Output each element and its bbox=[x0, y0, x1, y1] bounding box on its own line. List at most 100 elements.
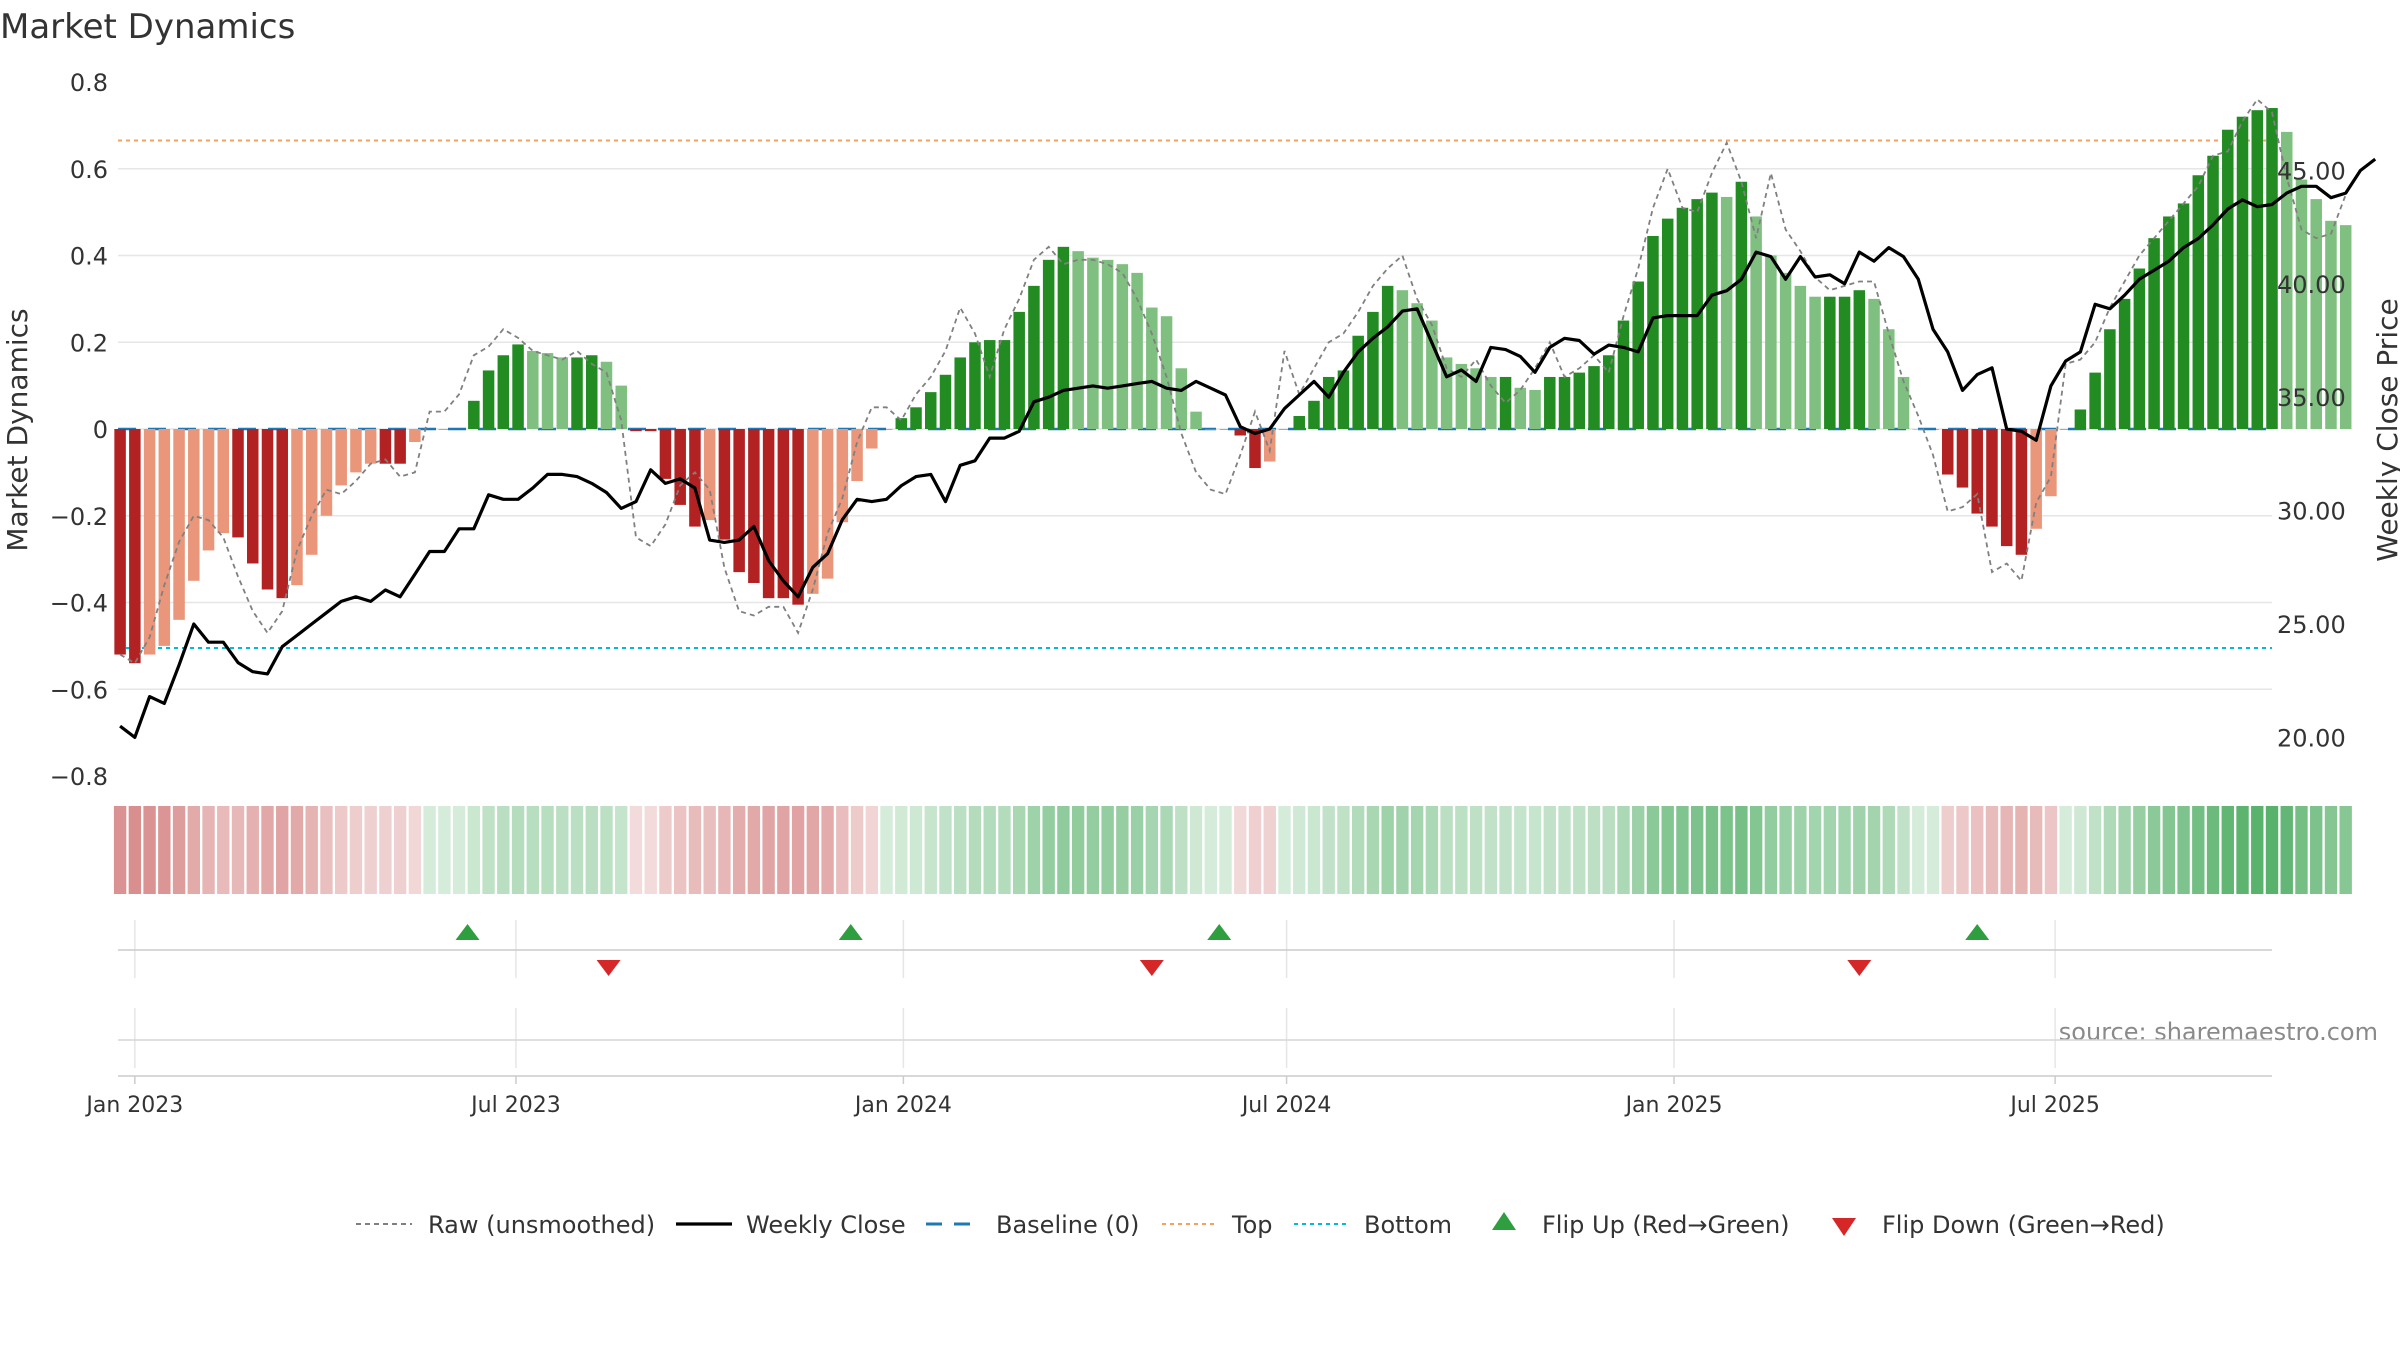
legend: Raw (unsmoothed) Weekly Close Baseline (0)… bbox=[356, 1211, 2165, 1239]
heat-strip-cell bbox=[570, 806, 584, 894]
dynamics-bar bbox=[762, 429, 775, 599]
dynamics-bar bbox=[202, 429, 215, 551]
dynamics-bar bbox=[217, 429, 230, 534]
heat-strip-cell bbox=[1381, 806, 1394, 894]
heat-strip-cell bbox=[1808, 806, 1822, 894]
dynamics-bar bbox=[615, 385, 627, 429]
heat-strip-cell bbox=[2074, 806, 2087, 894]
dynamics-bar bbox=[1706, 192, 1718, 429]
dynamics-bar bbox=[2295, 179, 2308, 429]
dynamics-bar bbox=[2133, 268, 2146, 429]
heat-strip-cell bbox=[1071, 806, 1085, 894]
heat-strip-cell bbox=[1366, 806, 1380, 894]
dynamics-bar bbox=[1146, 307, 1158, 429]
heat-strip-cell bbox=[335, 806, 348, 894]
dynamics-bar bbox=[527, 350, 539, 429]
heat-strip-cell bbox=[1528, 806, 1542, 894]
dynamics-bar bbox=[2030, 429, 2042, 529]
heat-strip-cell bbox=[2280, 806, 2293, 894]
heat-strip-cell bbox=[2206, 806, 2220, 894]
dynamics-bar bbox=[364, 429, 377, 464]
dynamics-bar bbox=[2207, 155, 2219, 430]
heat-strip-cell bbox=[1499, 806, 1512, 894]
x-axis-ticks: Jan 2023 Jul 2023 Jan 2024 Jul 2024 Jan 2025… bbox=[84, 1076, 2100, 1118]
heat-strip-cell bbox=[1057, 806, 1070, 894]
y-tick-label: −0.8 bbox=[50, 763, 108, 791]
flip-down-marker bbox=[596, 960, 621, 976]
heat-strip-cell bbox=[1410, 806, 1424, 894]
dynamics-bar bbox=[482, 370, 495, 429]
dynamics-bar bbox=[1912, 429, 1925, 430]
dynamics-bar bbox=[1941, 429, 1954, 475]
dynamics-bar bbox=[644, 429, 657, 432]
flip-markers-panel bbox=[118, 920, 2272, 978]
dynamics-bar bbox=[1588, 366, 1600, 429]
flip-up-marker bbox=[838, 924, 863, 940]
legend-label: Raw (unsmoothed) bbox=[428, 1211, 655, 1239]
dynamics-bar bbox=[748, 429, 760, 583]
y-tick-label: 0.2 bbox=[70, 329, 108, 357]
dynamics-bar bbox=[925, 392, 937, 429]
flip-up-marker bbox=[455, 924, 480, 940]
dynamics-bar bbox=[350, 429, 362, 473]
heat-strip-cell bbox=[1145, 806, 1159, 894]
heat-strip-cell bbox=[1012, 806, 1026, 894]
flip-up-marker bbox=[1965, 924, 1990, 940]
x-tick-label: Jul 2024 bbox=[1240, 1093, 1332, 1118]
raw-series bbox=[119, 98, 2347, 665]
y2-axis-ticks: 20.00 25.00 30.00 35.00 40.00 45.00 bbox=[2277, 157, 2346, 752]
dynamics-bar bbox=[1750, 216, 1762, 429]
dynamics-bar bbox=[1072, 251, 1084, 429]
x-tick-label: Jul 2023 bbox=[469, 1093, 561, 1118]
heat-strip-cell bbox=[290, 806, 304, 894]
heat-strip-cell bbox=[673, 806, 687, 894]
heat-strip-cell bbox=[1425, 806, 1439, 894]
dynamics-bar bbox=[1868, 298, 1880, 429]
heat-strip-cell bbox=[821, 806, 834, 894]
dynamics-bar bbox=[2000, 429, 2013, 547]
heat-strip-cell bbox=[246, 806, 259, 894]
heat-strip-cell bbox=[423, 806, 436, 894]
heat-strip-cell bbox=[467, 806, 481, 894]
dynamics-bar bbox=[394, 429, 406, 464]
heat-strip-cell bbox=[1042, 806, 1055, 894]
dynamics-bar bbox=[733, 429, 745, 573]
dynamics-bar bbox=[1824, 296, 1836, 429]
heat-strip-cell bbox=[1396, 806, 1409, 894]
heat-strip-cell bbox=[217, 806, 230, 894]
heat-strip-cell bbox=[1514, 806, 1527, 894]
dynamics-bar bbox=[1617, 320, 1630, 429]
dynamics-bar bbox=[438, 429, 451, 430]
heat-strip-cell bbox=[1735, 806, 1748, 894]
flip-up-marker bbox=[1207, 924, 1232, 940]
dynamics-bar bbox=[1160, 316, 1173, 429]
dynamics-bar bbox=[880, 429, 893, 430]
heat-strip-cell bbox=[1823, 806, 1837, 894]
dynamics-bar bbox=[1676, 207, 1689, 429]
y2-tick-label: 20.00 bbox=[2277, 724, 2346, 752]
heat-strip-cell bbox=[806, 806, 820, 894]
heat-strip-cell bbox=[2221, 806, 2234, 894]
heat-strip-cell bbox=[1587, 806, 1601, 894]
dynamics-bar bbox=[335, 429, 347, 486]
heat-strip-cell bbox=[1322, 806, 1335, 894]
heat-strip-cell bbox=[1617, 806, 1630, 894]
heat-strip-cell bbox=[865, 806, 878, 894]
heat-strip-cell bbox=[1160, 806, 1173, 894]
heat-strip-cell bbox=[732, 806, 746, 894]
heat-strip-cell bbox=[688, 806, 702, 894]
heat-strip-cell bbox=[2000, 806, 2013, 894]
dynamics-bar bbox=[2074, 409, 2087, 429]
dynamics-bar bbox=[600, 361, 613, 429]
heat-strip-cell bbox=[1794, 806, 1807, 894]
heat-strip-cell bbox=[556, 806, 569, 894]
dynamics-bar bbox=[1794, 285, 1807, 429]
heat-strip-cell bbox=[2324, 806, 2338, 894]
dynamics-bar bbox=[541, 353, 554, 429]
heat-strip-cell bbox=[1956, 806, 1969, 894]
heat-strip-cell bbox=[158, 806, 171, 894]
y2-tick-label: 35.00 bbox=[2277, 384, 2346, 412]
heat-strip-cell bbox=[924, 806, 937, 894]
heat-strip-cell bbox=[482, 806, 495, 894]
dynamics-bar bbox=[1116, 264, 1129, 429]
